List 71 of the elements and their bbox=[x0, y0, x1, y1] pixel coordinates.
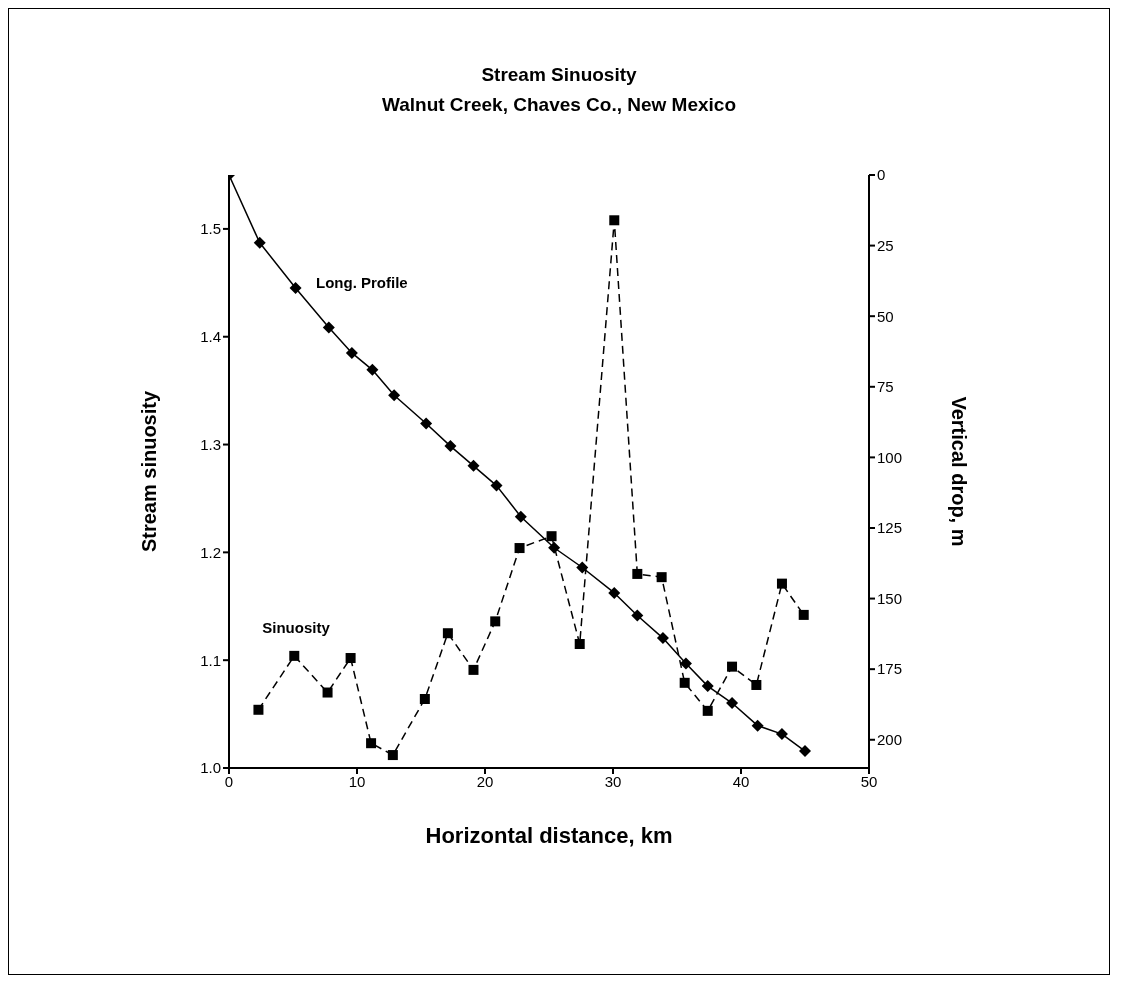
point bbox=[322, 321, 335, 334]
point bbox=[366, 738, 377, 749]
point bbox=[253, 704, 264, 715]
y-tick-label: 1.1 bbox=[200, 651, 221, 669]
y2-tick-label: 200 bbox=[877, 731, 903, 749]
point bbox=[546, 531, 557, 542]
y2-tick-label: 100 bbox=[877, 448, 903, 466]
point bbox=[514, 510, 527, 523]
y-axis-title: Stream sinuosity bbox=[138, 390, 161, 553]
point bbox=[420, 417, 433, 430]
point bbox=[467, 459, 480, 472]
point bbox=[442, 628, 453, 639]
x-tick-label: 0 bbox=[224, 772, 234, 790]
y-tick-label: 1.3 bbox=[200, 435, 221, 453]
point bbox=[574, 639, 585, 650]
point bbox=[726, 697, 739, 710]
point bbox=[656, 632, 669, 645]
point bbox=[514, 543, 525, 554]
point bbox=[702, 705, 713, 716]
point bbox=[387, 750, 398, 761]
y2-tick-label: 0 bbox=[877, 166, 886, 184]
point bbox=[444, 440, 457, 453]
series-label: Long. Profile bbox=[316, 274, 408, 292]
point bbox=[289, 281, 302, 294]
point bbox=[701, 680, 714, 693]
y-tick-label: 1.0 bbox=[200, 759, 221, 777]
point bbox=[727, 661, 738, 672]
point bbox=[548, 541, 561, 554]
point bbox=[366, 363, 379, 376]
chart-title: Stream Sinuosity bbox=[480, 64, 638, 86]
y2-tick-label: 25 bbox=[877, 236, 894, 254]
point bbox=[253, 236, 266, 249]
y2-tick-label: 150 bbox=[877, 589, 903, 607]
point bbox=[609, 215, 620, 226]
point bbox=[679, 677, 690, 688]
point bbox=[388, 389, 401, 402]
point bbox=[798, 609, 809, 620]
y-tick-label: 1.4 bbox=[200, 328, 221, 346]
point bbox=[776, 578, 787, 589]
y2-tick-label: 75 bbox=[877, 378, 894, 396]
y2-tick-label: 125 bbox=[877, 519, 903, 537]
point bbox=[289, 650, 300, 661]
y-tick-label: 1.2 bbox=[200, 543, 221, 561]
y2-axis-title: Vertical drop, m bbox=[947, 396, 970, 547]
point bbox=[632, 568, 643, 579]
point bbox=[490, 616, 501, 627]
point bbox=[799, 745, 811, 758]
x-tick-label: 50 bbox=[860, 772, 878, 790]
point bbox=[419, 694, 430, 704]
y-tick-label: 1.5 bbox=[200, 220, 221, 238]
x-tick-label: 10 bbox=[348, 772, 366, 790]
point bbox=[468, 664, 479, 675]
point bbox=[345, 346, 358, 359]
point bbox=[775, 728, 788, 741]
point bbox=[631, 609, 644, 622]
x-tick-label: 30 bbox=[604, 772, 622, 790]
chart-subtitle: Walnut Creek, Chaves Co., New Mexico bbox=[380, 94, 738, 116]
point bbox=[751, 679, 762, 690]
x-tick-label: 20 bbox=[476, 772, 494, 790]
y2-tick-label: 50 bbox=[877, 307, 894, 325]
point bbox=[751, 719, 764, 732]
point bbox=[345, 653, 356, 664]
x-axis-title: Horizontal distance, km bbox=[425, 823, 673, 848]
point bbox=[576, 561, 589, 574]
point bbox=[656, 572, 667, 583]
series-label: Sinuosity bbox=[262, 619, 330, 637]
point bbox=[490, 479, 503, 492]
point bbox=[608, 586, 621, 599]
x-tick-label: 40 bbox=[732, 772, 750, 790]
y2-tick-label: 175 bbox=[877, 660, 903, 678]
point bbox=[322, 687, 333, 698]
